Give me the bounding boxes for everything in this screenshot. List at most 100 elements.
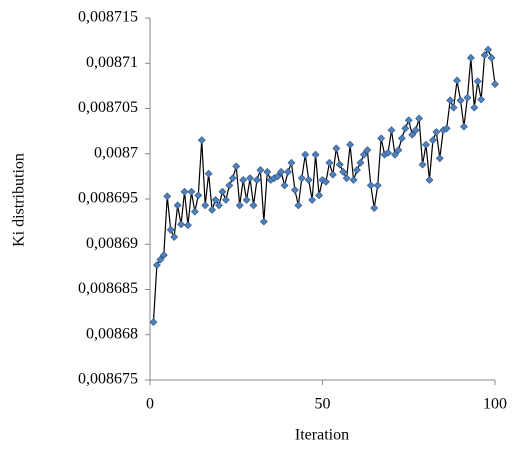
x-tick-label: 0 <box>146 396 154 413</box>
marker <box>156 255 165 264</box>
marker <box>349 176 358 184</box>
marker <box>225 181 234 190</box>
marker <box>346 140 355 149</box>
marker <box>152 261 161 269</box>
marker <box>311 150 320 159</box>
marker <box>249 201 258 210</box>
marker <box>235 201 244 210</box>
y-tick-label: 0,0087 <box>94 144 138 161</box>
marker <box>194 191 203 200</box>
marker <box>294 201 303 210</box>
marker <box>446 96 455 105</box>
marker <box>453 76 461 85</box>
marker <box>308 195 317 204</box>
marker <box>187 187 196 196</box>
marker <box>473 77 482 86</box>
marker <box>221 195 230 204</box>
x-axis-title: Iteration <box>295 427 349 444</box>
marker <box>177 220 185 229</box>
marker <box>325 158 334 167</box>
marker <box>442 124 451 133</box>
marker <box>290 186 299 194</box>
marker <box>208 205 217 214</box>
marker <box>301 150 310 159</box>
marker <box>304 176 313 184</box>
marker <box>425 176 434 184</box>
marker <box>432 128 441 136</box>
marker <box>370 204 379 212</box>
marker <box>166 225 175 234</box>
marker <box>328 170 337 179</box>
marker <box>218 187 227 196</box>
marker <box>353 166 361 174</box>
x-tick-label: 100 <box>483 396 507 413</box>
marker <box>480 51 489 60</box>
marker <box>280 181 289 190</box>
marker <box>401 124 410 133</box>
marker <box>170 233 179 241</box>
marker <box>215 201 223 210</box>
y-tick-label: 0,00869 <box>86 235 138 252</box>
marker <box>384 148 392 157</box>
marker <box>359 150 368 159</box>
marker <box>470 103 479 112</box>
marker <box>339 167 348 176</box>
marker <box>149 318 158 327</box>
x-tick-label: 50 <box>315 396 331 413</box>
marker <box>404 116 413 125</box>
y-tick-label: 0,008675 <box>78 371 138 388</box>
marker <box>363 146 372 155</box>
marker <box>228 174 237 183</box>
marker <box>197 136 206 145</box>
marker <box>211 195 220 204</box>
marker <box>377 134 386 143</box>
marker <box>163 192 172 201</box>
y-axis-title: Ki distribution <box>11 153 28 247</box>
marker <box>466 53 475 62</box>
marker <box>246 174 254 183</box>
marker <box>297 174 306 183</box>
marker <box>373 181 382 190</box>
marker <box>204 169 213 178</box>
marker <box>180 187 189 196</box>
marker <box>253 176 261 184</box>
marker <box>435 154 444 163</box>
marker <box>418 160 427 169</box>
marker <box>335 160 344 169</box>
marker <box>242 195 251 204</box>
marker <box>415 114 424 123</box>
marker <box>487 53 496 62</box>
y-tick-label: 0,008715 <box>78 9 138 26</box>
y-tick-label: 0,008685 <box>78 280 138 297</box>
marker <box>190 207 199 216</box>
y-tick-label: 0,00871 <box>86 54 138 71</box>
y-tick-label: 0,008695 <box>78 190 138 207</box>
marker <box>428 136 437 145</box>
marker <box>332 144 341 153</box>
marker <box>463 93 472 102</box>
marker <box>315 191 323 200</box>
marker <box>456 96 465 105</box>
marker <box>387 126 396 135</box>
marker <box>159 251 168 260</box>
marker <box>394 146 403 155</box>
marker <box>256 166 265 174</box>
marker <box>322 177 330 186</box>
marker <box>184 221 192 230</box>
marker <box>173 201 182 210</box>
marker <box>284 167 292 176</box>
marker <box>422 140 430 149</box>
marker <box>477 95 486 104</box>
marker <box>408 130 417 139</box>
marker <box>397 134 406 143</box>
y-tick-label: 0,00868 <box>86 325 138 342</box>
marker <box>449 103 458 112</box>
marker <box>460 122 468 131</box>
marker <box>366 181 375 190</box>
marker <box>277 167 286 176</box>
marker <box>263 167 272 176</box>
marker <box>356 158 365 167</box>
marker <box>391 150 399 159</box>
data-line <box>152 48 496 323</box>
